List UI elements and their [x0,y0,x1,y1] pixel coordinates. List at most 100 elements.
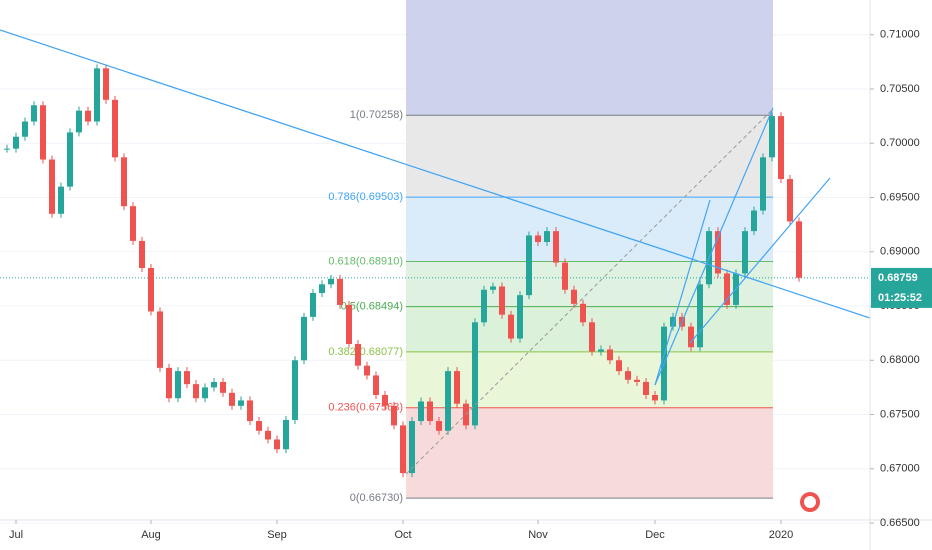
candle [67,132,73,187]
candle [49,159,55,214]
candle [697,284,703,348]
candle [310,292,316,317]
candle [553,231,559,263]
y-tick-label: 0.69500 [880,191,920,203]
candle [283,419,289,450]
y-tick-label: 0.71000 [880,29,920,41]
candle [76,110,82,133]
candle [337,278,343,305]
candle [31,105,37,122]
fib-layer: 1(0.70258) 0.786(0.69503) 0.618(0.68910) 0.… [328,0,773,504]
candle [157,311,163,368]
candle [652,394,658,401]
candle [103,68,109,100]
candle [508,314,514,339]
candle [139,240,145,269]
candle [544,231,550,242]
x-tick-label: Oct [394,529,411,541]
fib-zone [406,0,773,116]
candle [490,286,496,290]
candle [319,284,325,293]
candle [247,400,253,422]
x-tick-label: Aug [141,529,161,541]
fib-label: 0.382(0.68077) [328,346,403,358]
candle [562,262,568,290]
candle [436,421,442,431]
candle [724,273,730,305]
candle [427,401,433,422]
candle [202,387,208,399]
candle [112,99,118,158]
candle [58,186,64,214]
fib-label: 1(0.70258) [350,109,403,121]
candle [364,365,370,376]
channel-line [654,107,774,386]
candle [418,401,424,422]
candle [301,316,307,361]
candle [121,157,127,207]
candle [535,235,541,242]
candle [760,157,766,211]
candle [454,371,460,404]
candle [400,425,406,474]
candle [94,68,100,122]
x-tick-label: Nov [528,529,548,541]
candle [778,116,784,180]
channel-line [654,199,711,386]
candle [85,110,91,122]
candle [580,303,586,323]
fib-label: 0.786(0.69503) [328,191,403,203]
y-tick-label: 0.68000 [880,354,920,366]
candle [274,439,280,450]
axes-layer: 0.665000.670000.675000.680000.685000.690… [9,29,932,541]
icon [800,492,820,512]
candle [643,381,649,395]
candle [130,206,136,241]
candle [715,231,721,274]
fib-diagonal [405,108,774,475]
y-tick-label: 0.69000 [880,246,920,258]
candle [481,289,487,323]
candle [670,316,676,327]
x-tick-label: Jul [9,529,23,541]
fib-label: 0(0.66730) [350,492,403,504]
candle [238,400,244,406]
price-tag [871,267,932,308]
candle [346,304,352,344]
fib-zone [406,407,773,499]
candle [220,381,226,393]
y-tick-label: 0.70000 [880,137,920,149]
candle [472,322,478,426]
y-tick-label: 0.67000 [880,463,920,475]
candle [391,405,397,426]
candle [445,371,451,431]
candle [4,148,10,150]
x-tick-label: Sep [267,529,287,541]
x-tick-label: Dec [645,529,665,541]
candle [751,210,757,232]
trend-line [0,29,870,319]
candle [517,295,523,339]
candle [409,421,415,474]
candle [256,421,262,431]
y-tick-label: 0.70500 [880,83,920,95]
y-tick-label: 0.66500 [880,517,920,529]
candle [742,231,748,274]
fib-zone [406,351,773,408]
candle [229,392,235,406]
candle [328,278,334,285]
candle [355,343,361,366]
candle [211,381,217,388]
candle [40,105,46,160]
fib-label: 0.618(0.68910) [328,255,403,267]
fib-zone [406,115,773,198]
y-tick-label: 0.67500 [880,408,920,420]
candle [22,121,28,137]
countdown: 01:25:52 [878,292,922,304]
candle [175,371,181,399]
candle [265,430,271,440]
candle [571,289,577,304]
candle [769,116,775,158]
drawings [0,29,870,475]
